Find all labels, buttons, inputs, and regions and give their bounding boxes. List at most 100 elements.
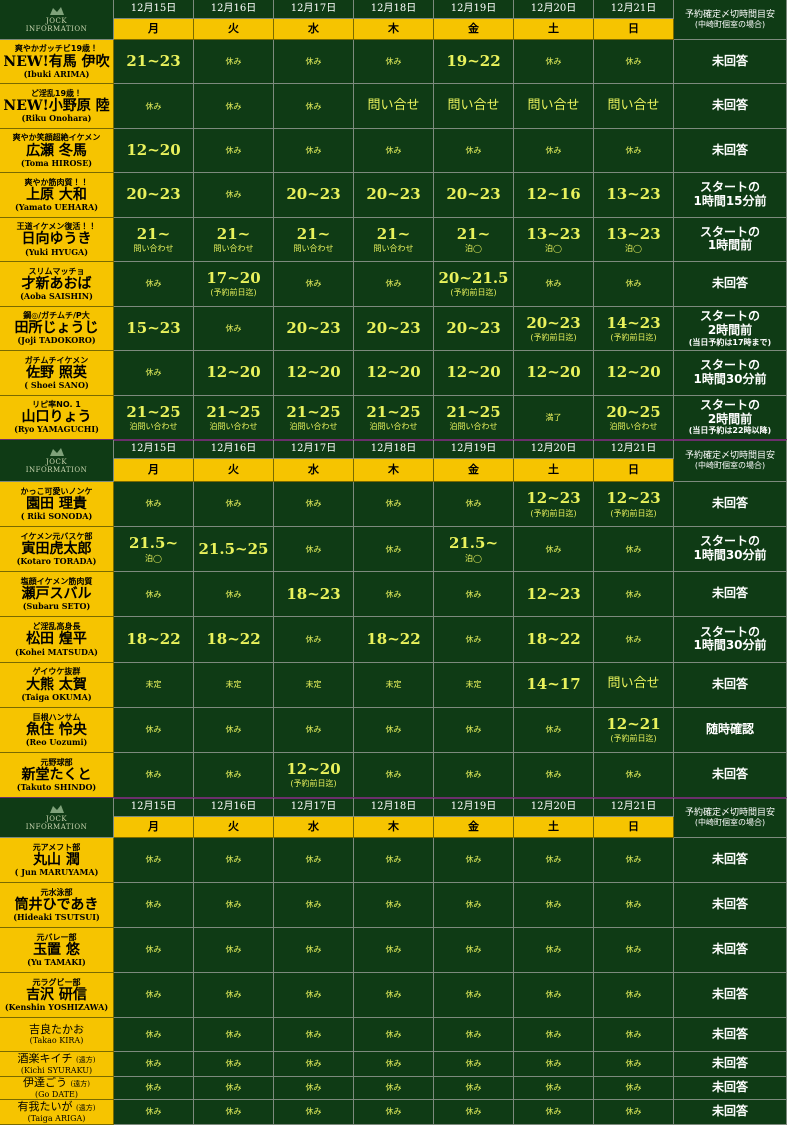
schedule-text: 休み (225, 945, 242, 955)
member-name: 広瀬 冬馬 (26, 142, 87, 159)
schedule-text: 休み (385, 146, 402, 155)
tagline: 元野球部 (40, 757, 73, 767)
schedule-text: 休み (465, 1029, 482, 1039)
schedule-text: 休み (465, 1083, 482, 1093)
schedule-text: 休み (385, 279, 402, 289)
logo-text: JOCK (45, 457, 68, 466)
member-name-row: 松田 煌平 (26, 631, 87, 647)
schedule-text: 休み (145, 855, 162, 865)
schedule-text: 問い合せ (607, 676, 660, 692)
deadline-text: 未回答 (711, 1104, 748, 1119)
schedule-cell: 休み (114, 1100, 194, 1125)
schedule-cell: 休み (274, 617, 354, 663)
schedule-cell: 20~23 (434, 306, 514, 352)
deadline-text: 1時間30分前 (693, 638, 767, 653)
day-header: 金 (434, 19, 514, 40)
schedule-text: 休み (625, 57, 642, 67)
schedule-text: 15~23 (126, 318, 181, 337)
deadline-text: 未回答 (711, 942, 748, 957)
date-header: 12月21日 (594, 0, 674, 19)
member: かっこ可愛いノンケ 園田 理貴( Riki SONODA) (0, 482, 114, 528)
member: 元水泳部 筒井ひであき (Hideaki TSUTSUI) (0, 883, 114, 928)
schedule-sub: (予約前日迄) (610, 332, 657, 342)
tagline: 爽やかガッチビ19歳！ (14, 44, 99, 54)
schedule-text: 12~23 (526, 584, 581, 603)
schedule-sub: (予約前日迄) (290, 779, 337, 789)
schedule-text: 問い合せ (447, 97, 500, 113)
schedule-cell: 21.5~ 泊◯ (114, 527, 194, 573)
deadline-text: スタートの (699, 308, 760, 323)
schedule-text: 21~25 (126, 402, 181, 421)
deadline-text: 1時間15分前 (693, 194, 767, 209)
schedule-text: 12~23 (606, 489, 661, 508)
member-name-row: 瀬戸スバル (22, 586, 92, 602)
schedule-text: 12~20 (126, 140, 181, 159)
schedule-sub: (予約前日迄) (530, 508, 577, 518)
schedule-text: 休み (545, 1029, 562, 1039)
member-roman: (Yamato UEHARA) (14, 202, 98, 213)
schedule-text: 休み (225, 770, 242, 780)
schedule-cell: 休み (114, 1052, 194, 1077)
member: 伊達ごう (遠方) (Go DATE) (0, 1077, 114, 1100)
member-roman: (Takao KIRA) (29, 1036, 84, 1046)
member: 元ラグビー部 吉沢 研信 (Kenshin YOSHIZAWA) (0, 973, 114, 1018)
date-header: 12月19日 (434, 440, 514, 459)
schedule-text: 14~23 (606, 313, 661, 332)
deadline-text: スタートの (699, 534, 760, 549)
deadline: 未回答 (674, 262, 787, 307)
logo-text: JOCK (45, 814, 68, 823)
schedule-cell: 12~20 (594, 351, 674, 396)
schedule-cell: 17~20 (予約前日迄) (194, 262, 274, 307)
deadline-text: スタートの (699, 624, 760, 639)
schedule-text: 休み (145, 499, 162, 509)
schedule-cell: 休み (434, 752, 514, 798)
member-name: 松田 煌平 (26, 631, 87, 648)
schedule-text: 休み (385, 544, 402, 554)
schedule-cell: 休み (434, 973, 514, 1018)
schedule-cell: 休み (434, 883, 514, 928)
deadline-text: 未回答 (711, 852, 748, 867)
schedule-text: 休み (145, 945, 162, 955)
schedule-cell: 休み (354, 527, 434, 573)
schedule-text: 問い合せ (607, 97, 660, 113)
deadline-text: 2時間前 (707, 322, 753, 337)
schedule-text: 21~25 (286, 402, 341, 421)
schedule-cell: 休み (274, 838, 354, 883)
schedule-cell: 休み (114, 84, 194, 129)
schedule-cell: 休み (114, 752, 194, 798)
tagline: 元ラグビー部 (32, 977, 81, 987)
schedule-text: 休み (305, 990, 322, 1000)
schedule-text: 12~20 (286, 760, 341, 779)
schedule-text: 休み (145, 368, 162, 378)
deadline-text: 未回答 (711, 1056, 748, 1071)
member: 吉良たかお (Takao KIRA) (0, 1018, 114, 1052)
schedule-text: 休み (225, 323, 242, 333)
schedule-text: 休み (225, 725, 242, 735)
day-header: 土 (514, 817, 594, 838)
deadline-text: 未回答 (711, 276, 748, 291)
deadline-text: 未回答 (711, 586, 748, 601)
member: 爽やかガッチビ19歳！ NEW!有馬 伊吹 (Ibuki ARIMA) (0, 40, 114, 85)
schedule-text: 問い合せ (367, 97, 420, 113)
schedule-cell: 12~23 (予約前日迄) (514, 482, 594, 528)
day-header: 木 (354, 459, 434, 482)
schedule-text: 休み (545, 1059, 562, 1069)
member: 王道イケメン復活！！ 日向ゆうき (Yuki HYUGA) (0, 217, 114, 263)
schedule-cell: 休み (514, 928, 594, 973)
note-subtitle: (中崎町個室の場合) (694, 818, 766, 828)
member-roman: (Ryo YAMAGUCHI) (14, 424, 99, 435)
schedule-text: 休み (545, 725, 562, 735)
schedule-text: 休み (545, 900, 562, 910)
schedule-cell: 休み (514, 1077, 594, 1100)
member-name: 佐野 照英 (26, 364, 87, 381)
schedule-sub: (予約前日迄) (450, 288, 497, 298)
deadline: 未回答 (674, 1100, 787, 1125)
schedule-cell: 休み (274, 1018, 354, 1052)
schedule-cell: 休み (274, 527, 354, 573)
member-roman: (Aoba SAISHIN) (20, 290, 93, 301)
schedule-cell: 休み (594, 752, 674, 798)
schedule-cell: 13~23 泊◯ (514, 217, 594, 263)
schedule-text: 休み (305, 1059, 322, 1069)
deadline: スタートの 1時間30分前 (674, 617, 787, 663)
